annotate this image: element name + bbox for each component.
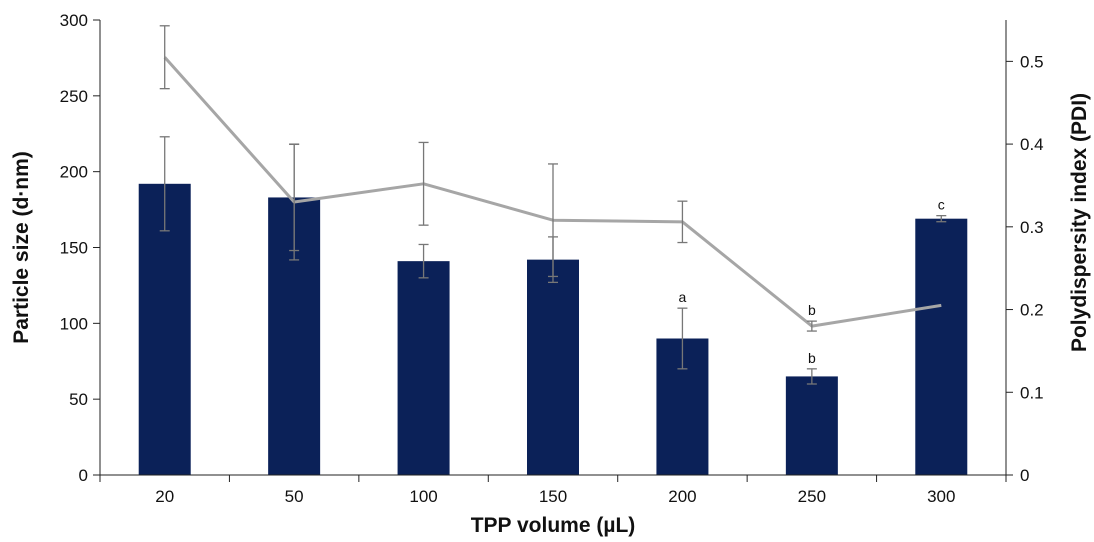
left-y-tick-label: 300 <box>60 11 88 30</box>
right-y-tick-label: 0.3 <box>1020 218 1044 237</box>
bar-error-bar <box>418 243 429 279</box>
bar-significance-label: a <box>679 289 687 305</box>
left-y-tick-label: 150 <box>60 239 88 258</box>
right-y-tick-label: 0.5 <box>1020 52 1044 71</box>
pdi-error-bar <box>548 163 558 278</box>
x-tick-label: 150 <box>539 487 567 506</box>
annotations-layer: a b c b <box>679 197 945 366</box>
left-y-tick-label: 100 <box>60 314 88 333</box>
bar-error-bar <box>936 214 947 223</box>
pdi-significance-label: b <box>808 302 816 318</box>
pdi-error-bar <box>806 320 817 332</box>
bar <box>397 261 450 475</box>
bar-error-bar <box>159 136 170 232</box>
pdi-error-bar <box>418 141 429 226</box>
pdi-line-layer <box>159 25 942 332</box>
bar-significance-label: b <box>808 350 816 366</box>
ticks-layer: 0 50 100 150 200 250 300 0 0.1 0.2 0.3 0.4 0.5 20 50 10… <box>60 11 1044 506</box>
right-y-tick-label: 0.2 <box>1020 301 1044 320</box>
left-y-tick-label: 50 <box>69 390 88 409</box>
bars-layer <box>138 183 968 476</box>
bar <box>138 183 191 476</box>
pdi-error-bar <box>289 143 300 261</box>
bar-error-bar <box>677 307 688 370</box>
x-tick-label: 20 <box>155 487 174 506</box>
right-y-tick-label: 0.4 <box>1020 135 1044 154</box>
left-y-tick-label: 0 <box>79 466 88 485</box>
x-axis-title: TPP volume (µL) <box>471 514 636 537</box>
x-tick-label: 250 <box>798 487 826 506</box>
bar <box>915 218 968 475</box>
x-tick-label: 50 <box>285 487 304 506</box>
right-y-axis-title: Polydispersity index (PDI) <box>1068 93 1091 352</box>
bar <box>527 259 579 475</box>
right-y-tick-label: 0.1 <box>1020 383 1044 402</box>
bar-significance-label: c <box>938 197 945 213</box>
x-tick-label: 300 <box>927 487 955 506</box>
pdi-error-bar <box>677 200 688 244</box>
x-tick-label: 100 <box>409 487 437 506</box>
left-y-axis-title: Particle size (d·nm) <box>10 151 33 344</box>
right-y-tick-label: 0 <box>1020 466 1029 485</box>
bar <box>785 376 838 475</box>
bar-error-bar <box>806 368 817 385</box>
left-y-tick-label: 250 <box>60 87 88 106</box>
x-tick-label: 200 <box>668 487 696 506</box>
left-y-tick-label: 200 <box>60 163 88 182</box>
pdi-error-bar <box>159 25 170 90</box>
